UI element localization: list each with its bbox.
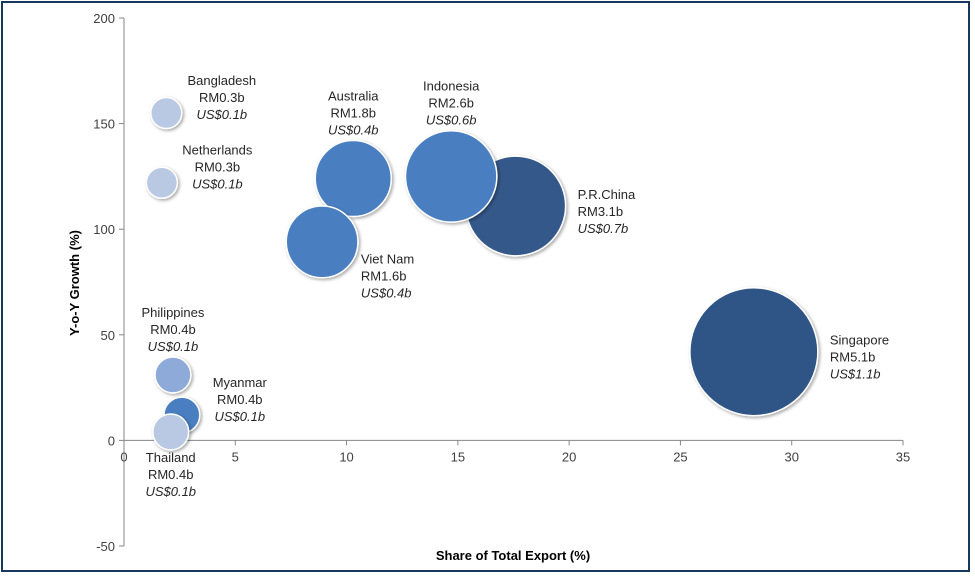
bubble-singapore — [689, 286, 819, 417]
y-tick-label: 150 — [93, 117, 115, 132]
x-tick-label: 30 — [784, 449, 798, 464]
label-usd: US$1.1b — [830, 367, 881, 382]
label-viet-nam: Viet Nam RM1.6b US$0.4b — [361, 252, 414, 301]
label-usd: US$0.1b — [197, 107, 248, 122]
label-usd: US$0.7b — [578, 221, 629, 236]
label-rm: RM0.3b — [195, 160, 241, 175]
x-tick-label: 0 — [120, 449, 127, 464]
y-tick-label: 50 — [101, 328, 115, 343]
bubble-indonesia — [404, 129, 498, 223]
label-country: Bangladesh — [187, 73, 256, 88]
label-country: Netherlands — [182, 143, 253, 158]
label-rm: RM0.4b — [148, 467, 194, 482]
bubble-philippines — [154, 356, 192, 394]
data-labels: Bangladesh RM0.3b US$0.1b Netherlands RM0.3b… — [142, 73, 890, 499]
x-tick-label: 5 — [232, 449, 239, 464]
y-tick-label: -50 — [96, 539, 115, 554]
label-usd: US$0.1b — [192, 177, 243, 192]
bubble-netherlands — [145, 166, 179, 200]
label-rm: RM0.4b — [217, 392, 263, 407]
label-country: Indonesia — [423, 79, 480, 94]
x-tick-label: 25 — [673, 449, 687, 464]
label-australia: Australia RM1.8b US$0.4b — [328, 88, 379, 137]
label-usd: US$0.1b — [148, 339, 199, 354]
x-tick-label: 35 — [896, 449, 910, 464]
label-country: P.R.China — [578, 187, 636, 202]
x-tick-label: 15 — [451, 449, 465, 464]
label-bangladesh: Bangladesh RM0.3b US$0.1b — [187, 73, 256, 122]
label-usd: US$0.4b — [361, 286, 412, 301]
label-rm: RM2.6b — [428, 96, 474, 111]
label-p-r-china: P.R.China RM3.1b US$0.7b — [578, 187, 636, 236]
bubble-thailand — [152, 413, 190, 451]
label-country: Australia — [328, 88, 379, 103]
label-myanmar: Myanmar RM0.4b US$0.1b — [213, 375, 268, 424]
label-rm: RM3.1b — [578, 204, 624, 219]
label-rm: RM5.1b — [830, 350, 876, 365]
y-tick-label: 0 — [108, 433, 115, 448]
bubbles — [145, 96, 819, 451]
x-tick-label: 20 — [562, 449, 576, 464]
label-usd: US$0.1b — [214, 409, 265, 424]
axes: 200 150 100 50 0 -50 0 5 10 15 20 25 30 35 — [93, 11, 910, 554]
bubble-viet-nam — [285, 205, 359, 279]
label-thailand: Thailand RM0.4b US$0.1b — [145, 450, 196, 499]
label-country: Singapore — [830, 333, 889, 348]
label-country: Philippines — [142, 305, 205, 320]
label-rm: RM0.4b — [150, 322, 196, 337]
label-country: Thailand — [146, 450, 196, 465]
label-rm: RM0.3b — [199, 90, 245, 105]
label-philippines: Philippines RM0.4b US$0.1b — [142, 305, 205, 354]
bubble-bangladesh — [150, 96, 183, 130]
label-country: Myanmar — [213, 375, 268, 390]
label-netherlands: Netherlands RM0.3b US$0.1b — [182, 143, 253, 192]
label-rm: RM1.6b — [361, 269, 407, 284]
label-singapore: Singapore RM5.1b US$1.1b — [830, 333, 889, 382]
x-axis-title: Share of Total Export (%) — [436, 548, 590, 563]
y-tick-label: 100 — [93, 222, 115, 237]
label-usd: US$0.6b — [426, 113, 477, 128]
y-axis-title: Y-o-Y Growth (%) — [67, 230, 82, 336]
label-indonesia: Indonesia RM2.6b US$0.6b — [423, 79, 480, 128]
label-country: Viet Nam — [361, 252, 414, 267]
x-tick-label: 10 — [339, 449, 353, 464]
label-usd: US$0.4b — [328, 122, 379, 137]
label-usd: US$0.1b — [145, 484, 196, 499]
label-rm: RM1.8b — [330, 105, 376, 120]
y-tick-label: 200 — [93, 11, 115, 26]
bubble-australia — [314, 139, 393, 218]
